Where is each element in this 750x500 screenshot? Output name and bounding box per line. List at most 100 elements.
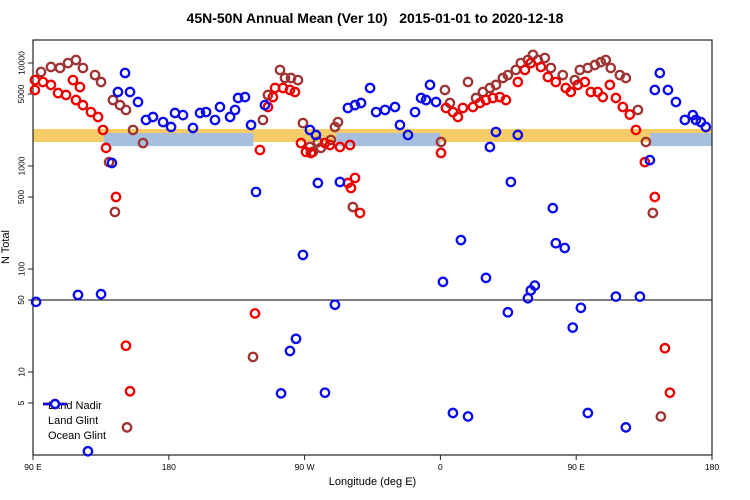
data-point-land-glint xyxy=(457,102,469,114)
blue-band xyxy=(650,133,712,147)
legend: Land Nadir Land Glint Ocean Glint xyxy=(42,398,106,443)
data-point-land-nadir xyxy=(600,54,612,66)
legend-marker-icon xyxy=(43,398,67,410)
data-point-land-glint xyxy=(295,137,307,149)
y-tick-label: 1000 xyxy=(16,156,26,175)
data-point-ocean-glint xyxy=(349,99,361,111)
data-point-land-nadir xyxy=(647,207,659,219)
data-point-land-nadir xyxy=(297,117,309,129)
data-point-land-glint xyxy=(664,387,676,399)
data-point-ocean-glint xyxy=(95,288,107,300)
data-point-land-glint xyxy=(92,111,104,123)
data-point-land-glint xyxy=(334,141,346,153)
data-point-land-glint xyxy=(29,84,41,96)
data-point-land-glint xyxy=(349,172,361,184)
data-point-land-nadir xyxy=(107,94,119,106)
data-point-ocean-glint xyxy=(550,237,562,249)
data-point-ocean-glint xyxy=(654,67,666,79)
data-point-land-glint xyxy=(345,182,357,194)
data-point-land-glint xyxy=(60,89,72,101)
data-point-land-nadir xyxy=(545,62,557,74)
data-point-land-nadir xyxy=(462,76,474,88)
data-point-ocean-glint xyxy=(310,129,322,141)
x-tick-label: 90 E xyxy=(567,462,585,472)
data-point-land-glint xyxy=(85,106,97,118)
data-point-land-nadir xyxy=(274,64,286,76)
data-point-ocean-glint xyxy=(409,106,421,118)
data-point-ocean-glint xyxy=(132,96,144,108)
data-point-ocean-glint xyxy=(634,291,646,302)
data-point-ocean-glint xyxy=(620,422,632,433)
data-point-land-glint xyxy=(124,385,136,397)
y-tick-label: 500 xyxy=(16,190,26,204)
data-point-land-nadir xyxy=(109,206,121,218)
data-point-ocean-glint xyxy=(245,119,257,131)
data-point-land-glint xyxy=(344,139,356,151)
data-point-land-glint xyxy=(550,76,562,88)
data-point-ocean-glint xyxy=(394,119,406,131)
data-point-land-nadir xyxy=(137,137,149,149)
legend-item-land-glint: Land Glint xyxy=(42,398,106,428)
legend-item-ocean-glint: Ocean Glint xyxy=(42,398,107,443)
data-point-land-nadir xyxy=(490,79,502,91)
data-point-land-nadir xyxy=(502,69,514,81)
data-point-land-glint xyxy=(45,79,57,91)
data-point-ocean-glint xyxy=(239,91,251,103)
blue-band xyxy=(336,133,441,147)
y-tick-label: 100 xyxy=(16,262,26,276)
data-point-ocean-glint xyxy=(290,333,302,345)
data-point-land-glint xyxy=(487,92,499,104)
data-point-ocean-glint xyxy=(430,96,442,108)
data-point-land-glint xyxy=(639,156,651,168)
data-point-land-nadir xyxy=(632,104,644,116)
data-point-ocean-glint xyxy=(229,104,241,116)
data-point-ocean-glint xyxy=(165,121,177,133)
data-point-ocean-glint xyxy=(379,104,391,116)
data-point-ocean-glint xyxy=(232,92,244,104)
data-point-ocean-glint xyxy=(505,176,517,188)
data-point-land-glint xyxy=(597,91,609,103)
data-point-ocean-glint xyxy=(559,242,571,254)
data-point-ocean-glint xyxy=(106,157,118,169)
data-point-land-glint xyxy=(97,124,109,136)
data-point-land-glint xyxy=(284,84,296,96)
data-point-ocean-glint xyxy=(512,129,524,141)
data-point-ocean-glint xyxy=(437,276,449,288)
data-point-land-glint xyxy=(100,142,112,154)
data-point-ocean-glint xyxy=(610,291,622,302)
data-point-ocean-glint xyxy=(575,302,587,314)
data-point-land-glint xyxy=(435,147,447,159)
x-tick-label: 180 xyxy=(705,462,719,472)
data-point-ocean-glint xyxy=(259,99,271,111)
data-point-ocean-glint xyxy=(415,92,427,104)
data-point-land-glint xyxy=(110,191,122,203)
data-point-land-nadir xyxy=(127,124,139,136)
data-point-ocean-glint xyxy=(312,177,324,189)
data-point-land-glint xyxy=(610,92,622,104)
data-point-ocean-glint xyxy=(447,407,459,419)
data-point-land-nadir xyxy=(121,422,133,433)
data-point-ocean-glint xyxy=(187,122,199,134)
plot-border xyxy=(32,39,713,456)
data-point-land-glint xyxy=(324,139,336,151)
data-point-land-nadir xyxy=(262,89,274,101)
data-point-land-glint xyxy=(70,94,82,106)
data-point-land-glint xyxy=(249,308,261,319)
data-point-ocean-glint xyxy=(484,141,496,153)
data-point-land-nadir xyxy=(45,61,57,73)
data-point-ocean-glint xyxy=(304,124,316,136)
x-tick-label: 90 W xyxy=(295,462,315,472)
data-point-ocean-glint xyxy=(124,86,136,98)
data-point-land-glint xyxy=(512,76,524,88)
data-point-ocean-glint xyxy=(319,387,331,399)
data-point-ocean-glint xyxy=(112,86,124,98)
data-point-ocean-glint xyxy=(250,186,262,198)
data-point-land-nadir xyxy=(595,56,607,68)
data-point-ocean-glint xyxy=(194,107,206,119)
data-point-land-nadir xyxy=(435,136,447,148)
data-point-ocean-glint xyxy=(284,345,296,357)
legend-label: Ocean Glint xyxy=(48,429,107,442)
data-point-ocean-glint xyxy=(389,101,401,113)
